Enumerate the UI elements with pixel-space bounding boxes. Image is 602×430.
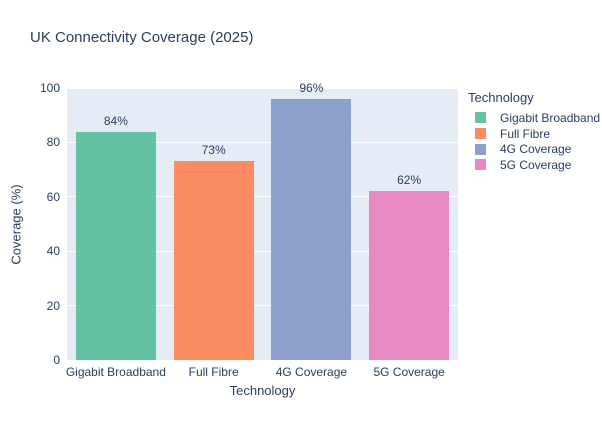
bar[interactable] xyxy=(369,191,450,360)
legend-item[interactable]: 5G Coverage xyxy=(468,157,602,173)
y-tick-label: 80 xyxy=(46,135,60,150)
legend-items: Gigabit Broadband Full Fibre 4G Coverage 5G… xyxy=(468,110,602,173)
y-tick-label: 100 xyxy=(39,81,60,95)
bar[interactable] xyxy=(75,131,156,360)
legend: Technology Gigabit Broadband Full Fibre 4G… xyxy=(468,90,602,173)
legend-swatch-icon xyxy=(475,143,486,155)
legend-item[interactable]: 4G Coverage xyxy=(468,141,602,157)
x-axis-title: Technology xyxy=(229,383,296,398)
y-tick-label: 40 xyxy=(46,244,60,259)
bar-value-label: 96% xyxy=(299,80,324,95)
bar[interactable] xyxy=(173,161,254,360)
legend-swatch-icon xyxy=(475,128,486,140)
gridline xyxy=(67,141,458,143)
gridline xyxy=(67,359,458,361)
legend-item[interactable]: Full Fibre xyxy=(468,126,602,142)
x-tick-label: Full Fibre xyxy=(188,365,239,379)
bar[interactable] xyxy=(271,98,352,360)
gridline xyxy=(67,250,458,252)
legend-item-label: Full Fibre xyxy=(500,126,551,141)
x-tick-label: Gigabit Broadband xyxy=(65,365,166,379)
y-tick-label: 60 xyxy=(46,189,60,204)
legend-swatch-icon xyxy=(475,112,486,124)
gridline xyxy=(67,196,458,198)
legend-swatch-icon xyxy=(475,159,486,171)
legend-item[interactable]: Gigabit Broadband xyxy=(468,110,602,126)
legend-item-label: Gigabit Broadband xyxy=(500,110,601,125)
gridline xyxy=(67,305,458,307)
y-tick-label: 20 xyxy=(46,298,60,313)
y-axis-title: Coverage (%) xyxy=(8,184,24,265)
legend-item-label: 4G Coverage xyxy=(500,142,572,157)
bar-value-label: 84% xyxy=(103,113,128,128)
bar-value-label: 73% xyxy=(201,143,226,158)
chart-title: UK Connectivity Coverage (2025) xyxy=(30,29,254,46)
bar-value-label: 62% xyxy=(397,173,422,188)
legend-title: Technology xyxy=(468,90,534,105)
x-tick-label: 4G Coverage xyxy=(275,365,348,379)
gridline xyxy=(67,87,458,89)
legend-item-label: 5G Coverage xyxy=(500,157,572,172)
x-tick-label: 5G Coverage xyxy=(373,365,445,379)
y-tick-label: 0 xyxy=(53,353,60,367)
